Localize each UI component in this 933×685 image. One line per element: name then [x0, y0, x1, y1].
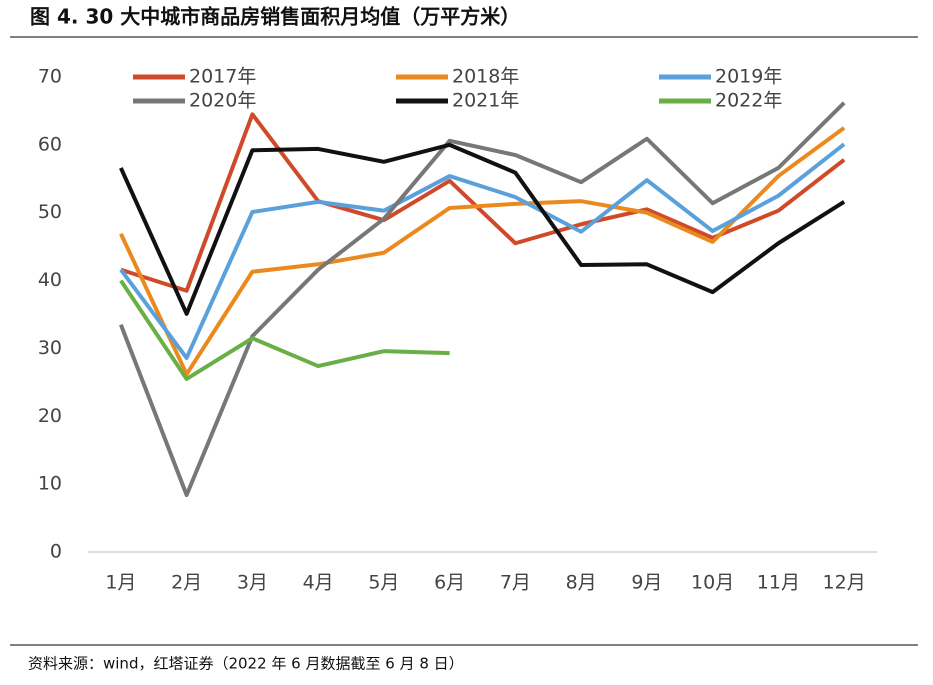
legend-label: 2019年 [715, 66, 782, 88]
series-line [119, 142, 846, 316]
legend-label: 2017年 [189, 66, 256, 88]
y-tick-label: 50 [38, 201, 62, 223]
x-tick-label: 3月 [237, 572, 268, 594]
y-tick-label: 10 [38, 473, 62, 495]
legend-label: 2020年 [189, 90, 256, 112]
source: 资料来源：wind，红塔证券（2022 年 6 月数据截至 6 月 8 日） [28, 655, 464, 673]
x-tick-label: 7月 [500, 572, 531, 594]
legend-label: 2018年 [452, 66, 519, 88]
x-tick-label: 8月 [566, 572, 597, 594]
x-tick-label: 5月 [368, 572, 399, 594]
legend-label: 2022年 [715, 90, 782, 112]
y-tick-label: 30 [38, 337, 62, 359]
y-tick-label: 20 [38, 405, 62, 427]
x-tick-label: 6月 [434, 572, 465, 594]
x-tick-label: 11月 [757, 572, 800, 594]
x-tick-label: 2月 [171, 572, 202, 594]
x-tick-label: 12月 [823, 572, 866, 594]
series-line [119, 101, 846, 497]
series-line [119, 126, 846, 377]
y-tick-label: 0 [50, 541, 62, 563]
x-tick-label: 4月 [303, 572, 334, 594]
y-tick-label: 70 [38, 66, 62, 88]
legend-label: 2021年 [452, 90, 519, 112]
x-tick-label: 9月 [631, 572, 662, 594]
series-line [119, 142, 846, 360]
x-tick-label: 1月 [105, 572, 136, 594]
y-tick-label: 40 [38, 269, 62, 291]
series-line [119, 279, 450, 381]
chart-title: 图 4. 30 大中城市商品房销售面积月均值（万平方米） [30, 5, 520, 29]
x-tick-label: 10月 [691, 572, 734, 594]
y-tick-label: 60 [38, 133, 62, 155]
